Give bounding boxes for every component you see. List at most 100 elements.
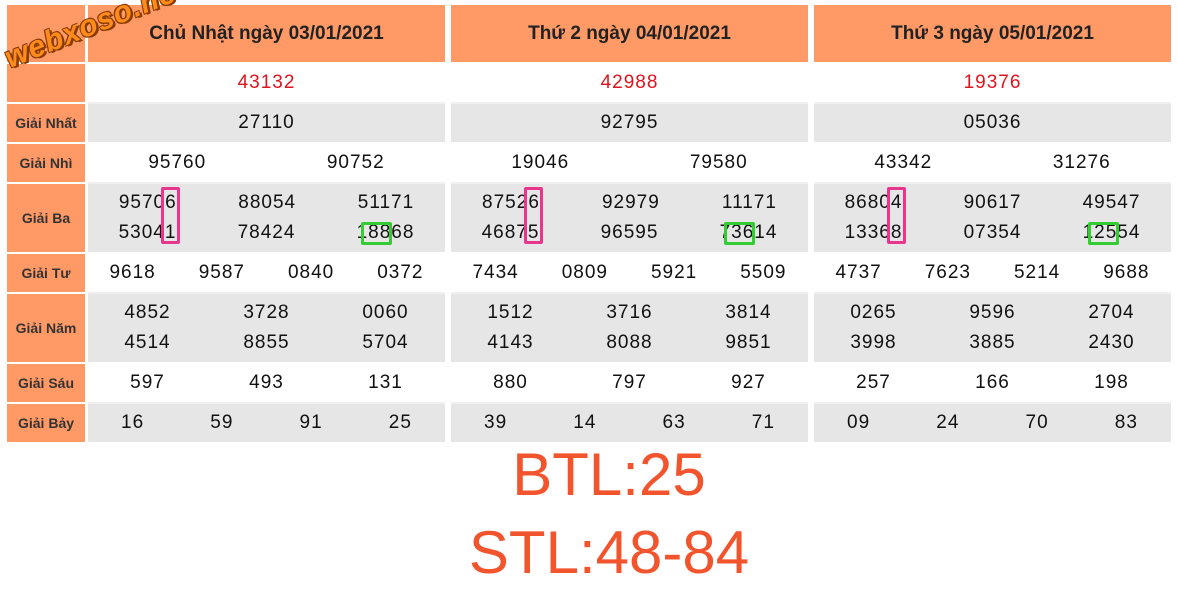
- prize-number: 3728: [243, 302, 290, 323]
- prize-number: 797: [612, 372, 647, 393]
- giai-nam-row: 1512 3716 3814 4143 8088 9851: [451, 294, 808, 364]
- green-highlight-box: [1088, 222, 1119, 245]
- day-column-2: Thứ 2 ngày 04/01/2021 42988 92795 19046 …: [451, 5, 808, 444]
- special-prize-row: 42988: [451, 64, 808, 104]
- prize-number: 51171: [357, 192, 415, 213]
- prize-number: 49547: [1082, 192, 1141, 213]
- prize-number: 8088: [606, 332, 653, 353]
- prize-number: 9618: [109, 262, 156, 283]
- prize-number: 880: [493, 372, 528, 393]
- pink-highlight-box: [524, 187, 543, 244]
- prize-number: 14: [573, 412, 597, 433]
- prize-number: 493: [249, 372, 284, 393]
- prize-number: 4737: [835, 262, 882, 283]
- prize-number: 0372: [377, 262, 424, 283]
- prize-number: 88054: [238, 192, 297, 213]
- prize-number: 257: [856, 372, 891, 393]
- prize-number: 0265: [850, 302, 897, 323]
- pink-highlight-box: [161, 187, 180, 244]
- giai-nhat-row: 05036: [814, 104, 1171, 144]
- prize-number: 31276: [1052, 152, 1111, 173]
- prize-number: 597: [130, 372, 165, 393]
- prize-number: 96595: [600, 222, 659, 243]
- label-header-cell: [7, 5, 85, 64]
- giai-nam-row: 0265 9596 2704 3998 3885 2430: [814, 294, 1171, 364]
- prize-number: 63: [662, 412, 686, 433]
- prize-number: 4852: [124, 302, 171, 323]
- green-highlight-box: [724, 222, 755, 245]
- label-giai-nhat: Giải Nhất: [7, 104, 85, 144]
- giai-sau-row: 597 493 131: [88, 364, 445, 404]
- label-giai-nam: Giải Năm: [7, 294, 85, 364]
- prize-number: 9596: [969, 302, 1016, 323]
- prize-number: 3716: [606, 302, 653, 323]
- prize-label-column: Giải Nhất Giải Nhì Giải Ba Giải Tư Giải …: [7, 64, 85, 444]
- prize-number: 2704: [1088, 302, 1135, 323]
- label-giai-ba: Giải Ba: [7, 184, 85, 254]
- label-header-blank: [7, 5, 85, 64]
- prize-number: 927: [731, 372, 766, 393]
- pink-highlight-box: [887, 187, 906, 244]
- giai-bay-row: 39 14 63 71: [451, 404, 808, 444]
- prize-number: 5214: [1013, 262, 1061, 283]
- day-column-3: Thứ 3 ngày 05/01/2021 19376 05036 43342 …: [814, 5, 1171, 444]
- prize-number: 24: [936, 412, 960, 433]
- prize-number: 0809: [561, 262, 609, 283]
- prize-number: 9851: [725, 332, 772, 353]
- prize-number: 90752: [326, 152, 385, 173]
- green-highlight-box: [361, 222, 392, 245]
- stl-prediction: STL:48-84: [468, 519, 750, 586]
- prize-number: 09: [847, 412, 871, 433]
- prize-number: 90617: [963, 192, 1022, 213]
- prize-number: 5704: [362, 332, 409, 353]
- prize-number: 91: [299, 412, 323, 433]
- prize-number: 1512: [487, 302, 534, 323]
- giai-bay-row: 16 59 91 25: [88, 404, 445, 444]
- special-prize-row: 43132: [88, 64, 445, 104]
- prize-number: 11171: [721, 192, 777, 213]
- label-giai-nhi: Giải Nhì: [7, 144, 85, 184]
- prize-number: 92795: [600, 112, 659, 133]
- special-prize-number: 42988: [600, 72, 659, 93]
- prize-number: 79580: [689, 152, 748, 173]
- prize-number: 3998: [850, 332, 897, 353]
- label-giai-bay: Giải Bảy: [7, 404, 85, 444]
- prize-number: 78424: [237, 222, 296, 243]
- giai-nhat-row: 27110: [88, 104, 445, 144]
- prize-number: 166: [975, 372, 1010, 393]
- prize-number: 27110: [238, 112, 295, 133]
- giai-bay-row: 09 24 70 83: [814, 404, 1171, 444]
- prize-number: 25: [388, 412, 412, 433]
- prize-number: 92979: [601, 192, 660, 213]
- giai-sau-row: 880 797 927: [451, 364, 808, 404]
- prize-number: 05036: [963, 112, 1022, 133]
- prize-number: 4143: [487, 332, 534, 353]
- prize-number: 8855: [243, 332, 290, 353]
- prize-number: 3814: [725, 302, 772, 323]
- prize-number: 95760: [148, 152, 207, 173]
- prize-number: 59: [210, 412, 234, 433]
- giai-nam-row: 4852 3728 0060 4514 8855 5704: [88, 294, 445, 364]
- prize-number: 12554: [1082, 222, 1141, 243]
- prize-number: 71: [751, 412, 775, 433]
- label-giai-tu: Giải Tư: [7, 254, 85, 294]
- prize-number: 7434: [472, 262, 519, 283]
- prize-number: 9688: [1103, 262, 1150, 283]
- day-header: Thứ 3 ngày 05/01/2021: [814, 5, 1171, 64]
- giai-nhi-row: 43342 31276: [814, 144, 1171, 184]
- giai-ba-row: 95706 88054 51171 53041 78424 18868: [88, 184, 445, 254]
- giai-nhi-row: 19046 79580: [451, 144, 808, 184]
- giai-ba-row: 87526 92979 11171 46875 96595 73614: [451, 184, 808, 254]
- day-header: Thứ 2 ngày 04/01/2021: [451, 5, 808, 64]
- prize-number: 39: [484, 412, 508, 433]
- prize-number: 16: [121, 412, 145, 433]
- giai-nhat-row: 92795: [451, 104, 808, 144]
- prize-number: 9587: [198, 262, 246, 283]
- btl-prediction: BTL:25: [512, 441, 706, 508]
- prize-number: 19046: [511, 152, 570, 173]
- prize-number: 07354: [963, 222, 1022, 243]
- special-prize-row: 19376: [814, 64, 1171, 104]
- prize-number: 5921: [650, 262, 698, 283]
- day-column-1: Chủ Nhật ngày 03/01/2021 43132 27110 957…: [88, 5, 445, 444]
- special-prize-number: 19376: [963, 72, 1022, 93]
